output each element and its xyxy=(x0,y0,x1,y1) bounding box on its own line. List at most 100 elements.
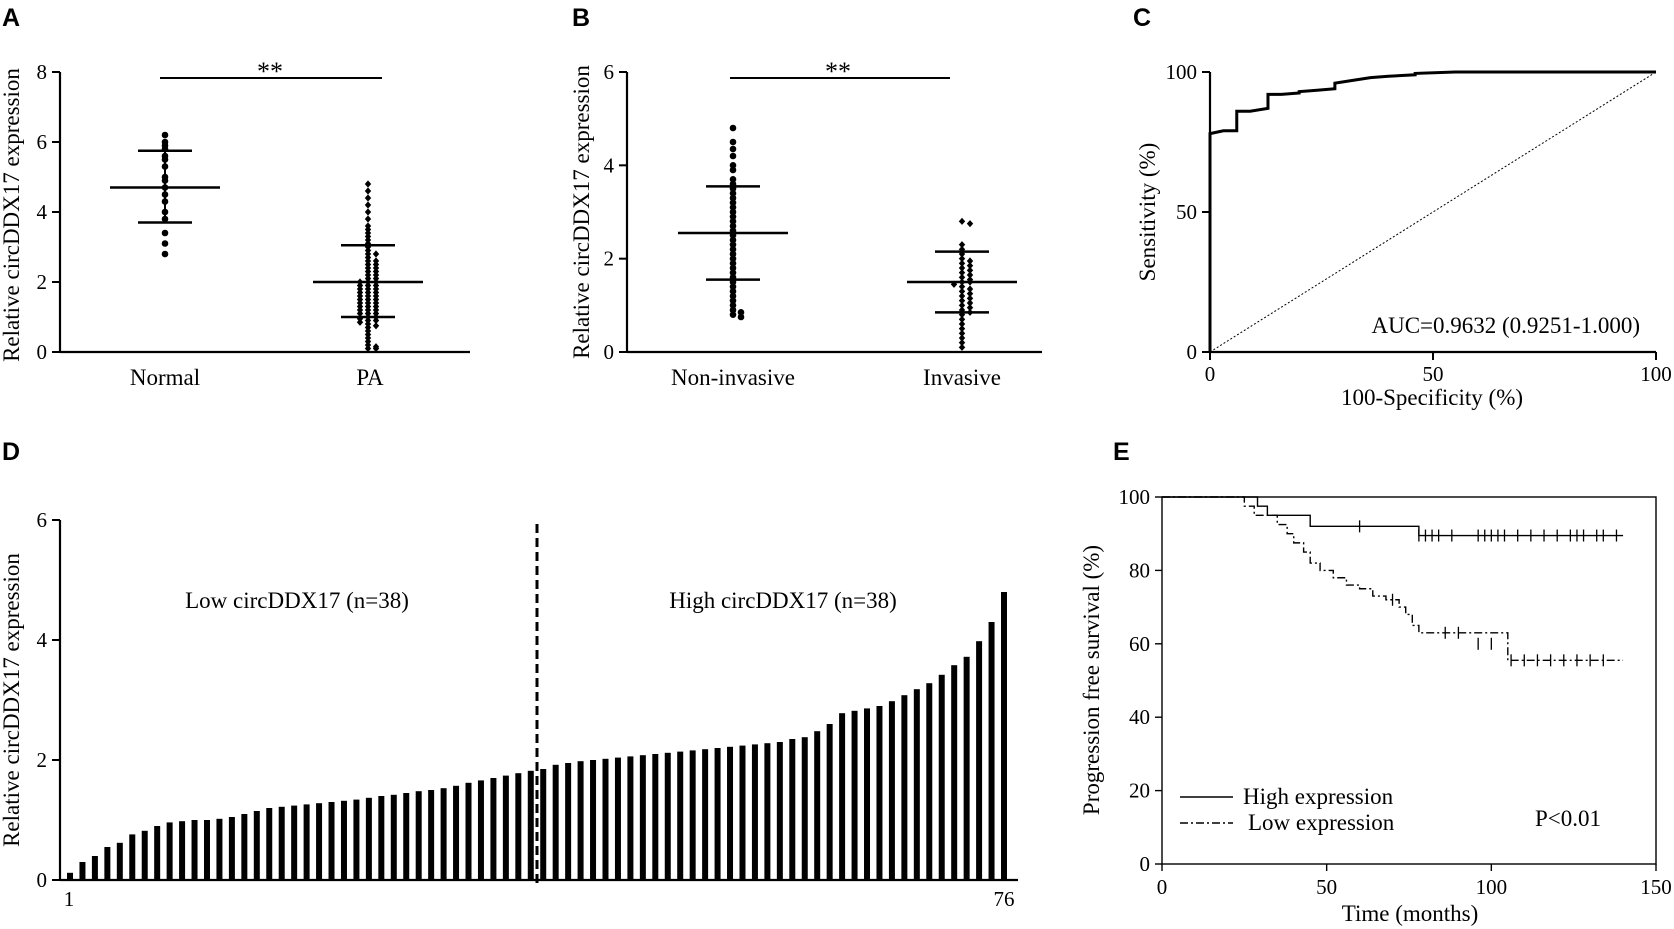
d-bar xyxy=(789,739,796,880)
d-bar xyxy=(814,731,821,880)
d-bar xyxy=(440,788,447,880)
e-y-tick-label: 80 xyxy=(1129,558,1150,582)
e-x-axis-label: Time (months) xyxy=(1342,901,1479,926)
d-bar xyxy=(179,821,186,880)
c-reference-line xyxy=(1209,71,1657,353)
c-ticks: 0 50 100 0 50 100 xyxy=(1166,60,1672,386)
b-noninvasive-data-point xyxy=(729,288,737,295)
d-bar xyxy=(727,746,734,880)
d-bar xyxy=(988,622,995,880)
d-bar xyxy=(876,706,883,880)
panel-b: B 0 2 4 6 ** Non-invasive Invasive Relative… xyxy=(569,4,1042,390)
a-pa-data-point xyxy=(372,322,380,330)
d-bar xyxy=(141,830,148,880)
b-noninvasive-data-point xyxy=(729,311,737,318)
b-invasive-data-point xyxy=(966,285,974,293)
b-noninvasive-data-point xyxy=(729,166,737,174)
d-bar xyxy=(241,814,248,880)
b-invasive-data-point xyxy=(958,217,966,225)
a-normal-data-point xyxy=(161,240,169,247)
d-bar xyxy=(527,770,534,880)
a-x-label-pa: PA xyxy=(356,365,384,390)
b-invasive-data-point xyxy=(958,315,966,323)
e-legend-label-high: High expression xyxy=(1243,784,1394,809)
b-y-ticks: 0 2 4 6 xyxy=(604,60,627,364)
a-pa-data-point xyxy=(364,344,372,353)
a-pa-data-point xyxy=(364,187,372,195)
d-bar xyxy=(776,742,783,880)
d-bar xyxy=(266,808,273,880)
b-noninvasive-data-point xyxy=(729,138,737,146)
d-y-tick-label: 0 xyxy=(37,868,48,892)
d-bar xyxy=(714,748,721,880)
e-low-expression-curve xyxy=(1162,496,1624,662)
c-x-axis-label: 100-Specificity (%) xyxy=(1341,385,1523,410)
b-invasive-data-point xyxy=(958,343,966,351)
d-bar xyxy=(191,820,198,880)
d-bar xyxy=(79,862,86,880)
d-bar xyxy=(602,758,609,880)
c-auc-annotation: AUC=0.9632 (0.9251-1.000) xyxy=(1371,313,1640,338)
e-p-value: P<0.01 xyxy=(1535,806,1601,831)
d-bar xyxy=(739,745,746,880)
d-bar xyxy=(278,806,285,880)
d-y-ticks: 0 2 4 6 xyxy=(37,508,60,892)
e-x-tick-label: 100 xyxy=(1476,875,1508,899)
d-y-axis-label: Relative circDDX17 expression xyxy=(0,553,24,847)
a-pa-data-point xyxy=(364,208,372,216)
c-x-tick-label: 100 xyxy=(1640,362,1672,386)
e-ticks: 0 20 40 60 80 100 0 50 100 150 xyxy=(1119,485,1672,899)
b-invasive-data-point xyxy=(966,220,974,228)
a-points xyxy=(161,131,380,353)
d-bar xyxy=(91,856,98,880)
d-y-tick-label: 4 xyxy=(37,628,48,652)
d-bar xyxy=(428,790,435,880)
c-y-tick-label: 0 xyxy=(1187,340,1198,364)
e-y-tick-label: 60 xyxy=(1129,632,1150,656)
b-noninvasive-data-point xyxy=(729,145,737,153)
d-bar xyxy=(951,665,958,880)
a-y-ticks: 0 2 4 6 8 xyxy=(37,60,60,364)
a-y-axis-label: Relative circDDX17 expression xyxy=(0,68,24,362)
d-bar xyxy=(203,820,210,880)
b-invasive-data-point xyxy=(966,294,974,302)
e-plot-frame xyxy=(1161,496,1657,865)
c-x-tick-label: 0 xyxy=(1205,362,1216,386)
d-bar xyxy=(839,713,846,880)
d-bar xyxy=(365,797,372,880)
d-bar xyxy=(938,674,945,880)
a-pa-data-point xyxy=(364,201,372,209)
d-x-tick-last: 76 xyxy=(994,887,1015,911)
d-y-tick-label: 6 xyxy=(37,508,48,532)
d-bar xyxy=(154,826,161,880)
a-y-tick-label: 2 xyxy=(37,270,48,294)
a-pa-data-point xyxy=(364,180,372,188)
d-bar xyxy=(390,794,397,880)
d-bar xyxy=(976,641,983,880)
b-invasive-data-point xyxy=(958,329,966,337)
b-y-axis-label: Relative circDDX17 expression xyxy=(569,65,594,359)
d-bar xyxy=(453,785,460,880)
b-y-tick-label: 0 xyxy=(604,340,615,364)
d-bar xyxy=(565,763,572,880)
b-y-tick-label: 6 xyxy=(604,60,615,84)
b-significance-stars: ** xyxy=(825,57,851,86)
a-significance-stars: ** xyxy=(257,57,283,86)
a-pa-data-point xyxy=(356,309,364,318)
e-x-tick-label: 50 xyxy=(1316,875,1337,899)
b-invasive-data-point xyxy=(958,334,966,342)
c-roc-curve xyxy=(1208,70,1656,352)
panel-d: D 0 2 4 6 Low circDDX17 (n=38) High circDDX… xyxy=(0,438,1018,911)
panel-label-d: D xyxy=(2,438,20,466)
b-x-label-invasive: Invasive xyxy=(923,365,1001,390)
c-y-tick-label: 50 xyxy=(1176,200,1197,224)
b-invasive-data-point xyxy=(958,339,966,347)
b-invasive-data-point xyxy=(958,325,966,333)
a-y-tick-label: 4 xyxy=(37,200,48,224)
d-bar xyxy=(291,805,298,880)
d-bar xyxy=(129,834,136,880)
a-y-tick-label: 8 xyxy=(37,60,48,84)
d-bar xyxy=(652,754,659,880)
